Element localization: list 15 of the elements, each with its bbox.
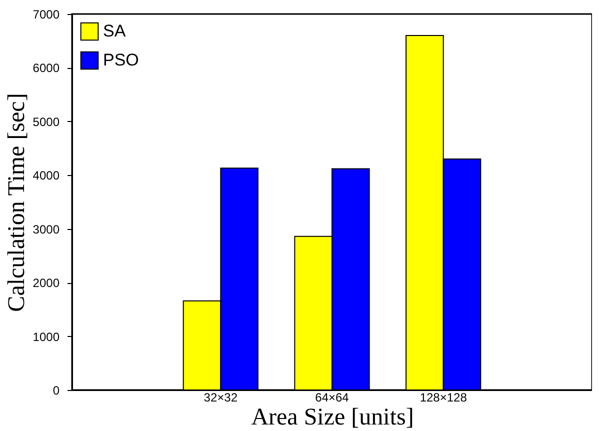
- x-axis-title: Area Size [units]: [251, 404, 414, 430]
- legend-label: SA: [103, 22, 126, 40]
- x-tick-label: 64×64: [315, 390, 350, 404]
- y-tick-label: 2000: [32, 276, 60, 290]
- y-tick-label: 6000: [32, 61, 60, 76]
- x-tick-label: 32×32: [204, 390, 238, 404]
- y-tick-label: 1000: [32, 330, 60, 344]
- legend-label: PSO: [103, 50, 139, 70]
- y-axis-title: Calculation Time [sec]: [4, 93, 30, 312]
- y-tick-label: 4000: [32, 168, 60, 183]
- y-tick-label: 5000: [32, 114, 60, 129]
- x-tick-label: 128×128: [420, 390, 468, 404]
- y-tick-label: 7000: [32, 8, 60, 22]
- y-tick-label: 3000: [32, 222, 60, 236]
- y-tick-label: 0: [52, 384, 60, 398]
